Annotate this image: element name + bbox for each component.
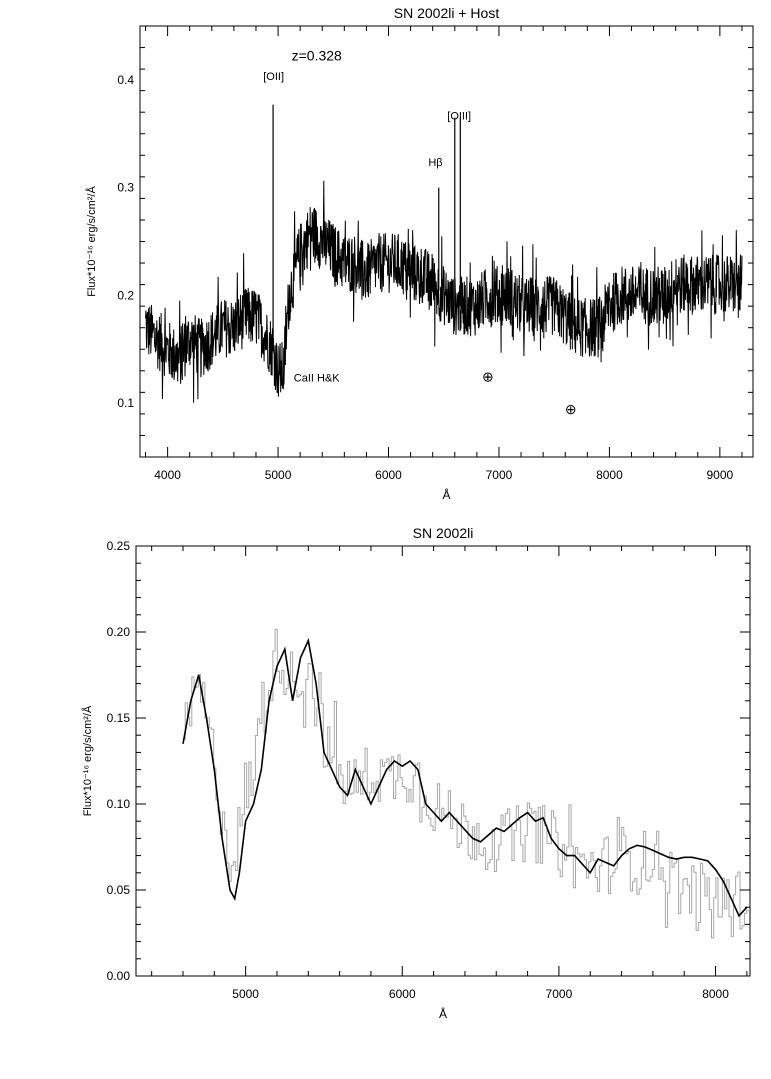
annotation-label: [OII]: [263, 71, 284, 83]
spectrum-series-1: [183, 628, 749, 939]
y-tick-label: 0.2: [117, 288, 134, 302]
x-axis-label: Å: [439, 1006, 447, 1021]
x-tick-label: 8000: [702, 987, 729, 1001]
y-tick-label: 0.4: [117, 73, 134, 87]
y-tick-label: 0.3: [117, 181, 134, 195]
y-axis-label: Flux*10⁻¹⁶ erg/s/cm²/Å: [85, 186, 98, 297]
plot-frame: [139, 25, 754, 458]
x-tick-label: 7000: [546, 987, 573, 1001]
y-tick-label: 0.05: [107, 883, 131, 897]
plot-frame: [135, 545, 751, 977]
annotation-label: z=0.328: [292, 47, 342, 63]
y-tick-label: 0.00: [107, 969, 131, 983]
y-tick-label: 0.1: [117, 396, 134, 410]
annotation-label: CaII H&K: [294, 373, 341, 385]
chart-title: SN 2002li: [413, 525, 474, 541]
y-tick-label: 0.15: [107, 711, 131, 725]
bottom-panel-sn-spectrum: 5000 6000 7000 8000 0.00 0.05 0.10 0.15 0.20 0.25…: [81, 525, 751, 1021]
x-tick-label: 5000: [232, 987, 259, 1001]
y-tick-label: 0.25: [107, 539, 131, 553]
x-tick-label: 8000: [596, 468, 623, 482]
annotation-label: [OIII]: [447, 111, 471, 123]
chart-title: SN 2002li + Host: [394, 5, 500, 21]
x-tick-label: 4000: [154, 468, 181, 482]
annotation-label: ⊕: [565, 401, 577, 417]
x-tick-label: 6000: [389, 987, 416, 1001]
annotation-label: Hβ: [428, 157, 442, 169]
spectrum-series-2: [182, 637, 748, 918]
x-tick-label: 7000: [486, 468, 513, 482]
x-tick-label: 6000: [375, 468, 402, 482]
y-tick-label: 0.20: [107, 625, 131, 639]
spectrum-series-1: [145, 180, 743, 403]
x-axis-label: Å: [442, 487, 450, 502]
x-tick-label: 9000: [707, 468, 734, 482]
annotation-label: ⊕: [482, 369, 494, 385]
y-axis-label: Flux*10⁻¹⁶ erg/s/cm²/Å: [81, 705, 94, 816]
top-panel-host-spectrum: 4000 5000 6000 7000 8000 9000 0.1 0.2 0.3 0.4 SN 2…: [85, 5, 754, 502]
x-tick-label: 5000: [265, 468, 292, 482]
y-tick-label: 0.10: [107, 797, 131, 811]
